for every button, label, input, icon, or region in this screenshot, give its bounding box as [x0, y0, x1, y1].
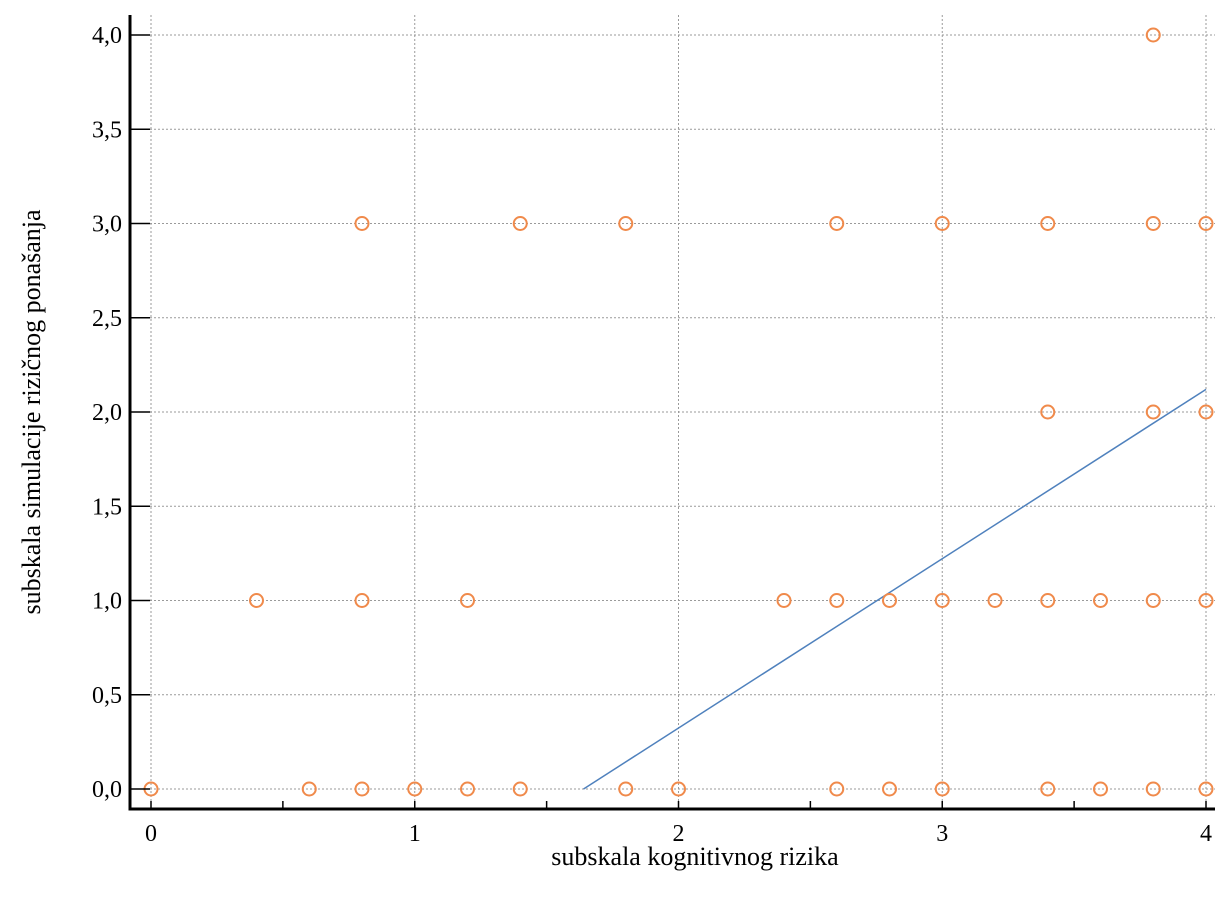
- data-point: [1198, 593, 1214, 608]
- data-point: [829, 781, 845, 797]
- data-point: [460, 781, 475, 797]
- data-point: [354, 216, 370, 231]
- data-point: [354, 593, 370, 608]
- regression-line: [583, 388, 1207, 790]
- data-point: [829, 216, 845, 231]
- y-tick-label: 0,0: [92, 777, 122, 803]
- data-point: [882, 593, 897, 608]
- x-axis-title: subskala kognitivnog rizika: [551, 842, 839, 871]
- y-tick-label: 1,0: [92, 589, 122, 615]
- y-tick-label: 3,5: [92, 117, 122, 143]
- x-tick-label: 1: [409, 821, 421, 847]
- data-point: [1040, 404, 1056, 420]
- y-tick-label: 0,5: [92, 683, 122, 709]
- y-tick-label: 3,0: [92, 212, 122, 238]
- data-point: [512, 781, 528, 797]
- y-axis-ticks: 0,0 0,5 1,0 1,5 2,0 2,5 3,0 3,5 4,0: [92, 23, 150, 803]
- data-point: [1040, 216, 1056, 231]
- data-point: [1040, 593, 1056, 608]
- x-tick-label: 0: [145, 821, 157, 847]
- data-point: [934, 781, 950, 797]
- data-point: [1040, 781, 1056, 797]
- regression-line-group: [583, 388, 1207, 790]
- data-point: [301, 781, 317, 797]
- data-point: [1093, 781, 1108, 797]
- data-point: [618, 781, 634, 797]
- data-point: [1198, 781, 1214, 797]
- data-point: [249, 593, 264, 608]
- data-point: [882, 781, 897, 797]
- data-point: [671, 781, 686, 797]
- y-tick-label: 4,0: [92, 23, 122, 49]
- data-point: [1145, 781, 1161, 797]
- data-point: [934, 216, 950, 231]
- data-point: [618, 216, 634, 231]
- data-point: [934, 593, 950, 608]
- data-point: [776, 593, 792, 608]
- data-point: [987, 593, 1003, 608]
- x-axis-ticks: 0 1 2 3 4: [145, 801, 1212, 847]
- gridlines: [130, 15, 1215, 809]
- data-point: [354, 781, 370, 797]
- data-point: [460, 593, 475, 608]
- x-tick-label: 4: [1200, 821, 1212, 847]
- y-tick-label: 1,5: [92, 494, 122, 520]
- y-tick-label: 2,5: [92, 306, 122, 332]
- data-point: [1198, 404, 1214, 420]
- data-points: [143, 27, 1214, 797]
- data-point: [1145, 27, 1161, 43]
- data-point: [512, 216, 528, 231]
- data-point: [407, 781, 423, 797]
- data-point: [1198, 216, 1214, 231]
- data-point: [1145, 593, 1161, 608]
- data-point: [829, 593, 845, 608]
- y-tick-label: 2,0: [92, 400, 122, 426]
- data-point: [1093, 593, 1108, 608]
- x-tick-label: 3: [936, 821, 948, 847]
- y-axis-title: subskala simulacije rizičnog ponašanja: [17, 209, 46, 615]
- data-point: [1145, 404, 1161, 420]
- x-tick-label: 2: [673, 821, 685, 847]
- data-point: [1145, 216, 1161, 231]
